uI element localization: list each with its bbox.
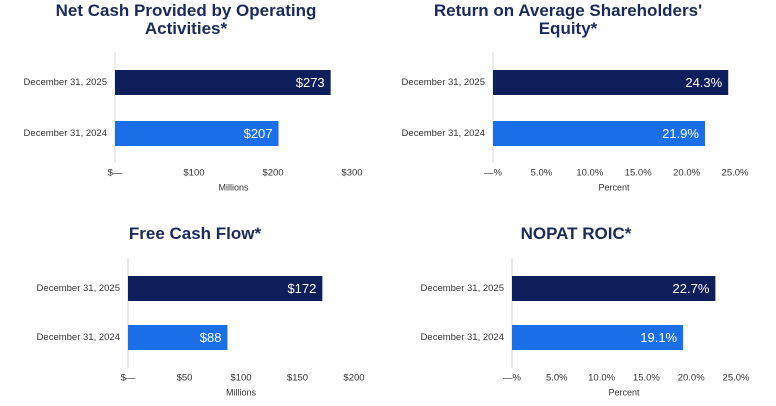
- chart-title: Net Cash Provided by Operating Activitie…: [55, 1, 317, 38]
- x-tick-label: 10.0%: [576, 168, 603, 179]
- chart-title: Return on Average Shareholders' Equity*: [433, 1, 703, 38]
- x-tick-label: $200: [343, 373, 364, 384]
- bar: [128, 325, 228, 350]
- x-tick-label: 15.0%: [633, 373, 660, 384]
- category-label: December 31, 2024: [24, 128, 107, 139]
- bar: [512, 325, 684, 350]
- x-axis-label: Percent: [598, 182, 630, 192]
- x-tick-label: 10.0%: [588, 373, 615, 384]
- value-label: 21.9%: [662, 126, 699, 141]
- x-tick-label: $150: [287, 373, 308, 384]
- x-tick-label: 5.0%: [546, 373, 568, 384]
- x-tick-label: 5.0%: [531, 168, 553, 179]
- value-label: 19.1%: [640, 330, 677, 345]
- x-tick-label: $50: [177, 373, 193, 384]
- x-tick-label: 20.0%: [678, 373, 705, 384]
- category-label: December 31, 2024: [37, 332, 120, 343]
- chart-title: NOPAT ROIC*: [520, 224, 632, 243]
- category-label: December 31, 2025: [421, 283, 504, 294]
- bar: [493, 121, 705, 146]
- x-tick-label: 15.0%: [625, 168, 652, 179]
- category-label: December 31, 2024: [402, 128, 485, 139]
- value-label: $207: [244, 126, 273, 141]
- bar: [493, 70, 729, 95]
- x-tick-label: $100: [183, 168, 204, 179]
- bar: [128, 276, 323, 301]
- x-tick-label: 25.0%: [723, 373, 750, 384]
- category-label: December 31, 2025: [24, 77, 107, 88]
- category-label: December 31, 2025: [37, 283, 120, 294]
- x-tick-label: $300: [341, 168, 362, 179]
- x-tick-label: $—: [121, 373, 136, 384]
- chart-title: Free Cash Flow*: [128, 224, 262, 243]
- bar: [115, 121, 279, 146]
- x-tick-label: 25.0%: [722, 168, 749, 179]
- bar: [115, 70, 331, 95]
- category-label: December 31, 2024: [421, 332, 504, 343]
- x-axis-label: Millions: [218, 182, 249, 192]
- value-label: 22.7%: [673, 281, 710, 296]
- value-label: 24.3%: [685, 75, 722, 90]
- value-label: $273: [296, 75, 325, 90]
- value-label: $172: [287, 281, 316, 296]
- x-tick-label: —%: [503, 373, 522, 384]
- x-tick-label: $—: [108, 168, 123, 179]
- value-label: $88: [200, 330, 222, 345]
- x-tick-label: $200: [262, 168, 283, 179]
- category-label: December 31, 2025: [402, 77, 485, 88]
- x-tick-label: $100: [230, 373, 251, 384]
- x-tick-label: 20.0%: [673, 168, 700, 179]
- x-axis-label: Percent: [608, 387, 640, 397]
- bar: [512, 276, 716, 301]
- x-tick-label: —%: [484, 168, 503, 179]
- x-axis-label: Millions: [226, 387, 257, 397]
